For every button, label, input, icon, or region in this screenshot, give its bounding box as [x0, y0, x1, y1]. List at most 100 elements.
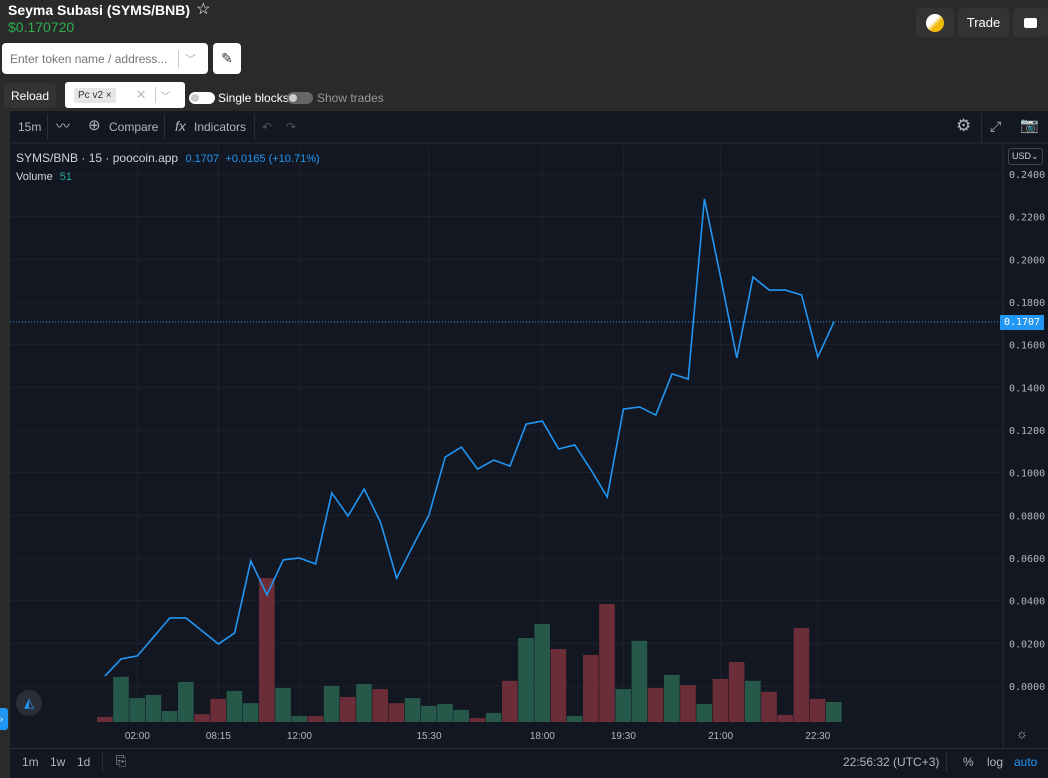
- settings-gear-icon[interactable]: ⚙: [956, 116, 972, 135]
- favorite-star-icon[interactable]: ☆: [196, 1, 211, 18]
- interval-button[interactable]: 15m: [18, 120, 42, 134]
- volume-bar: [566, 716, 583, 722]
- volume-bar: [680, 685, 696, 722]
- x-tick-label: 08:15: [206, 731, 231, 742]
- undo-icon[interactable]: ↶: [262, 120, 273, 134]
- clock: 22:56:32 (UTC+3): [843, 755, 940, 769]
- range-1w[interactable]: 1w: [50, 755, 66, 769]
- volume-bar: [145, 694, 162, 722]
- y-tick-label: 0.1600: [1009, 341, 1045, 352]
- wallet-icon: [1024, 17, 1037, 28]
- wallet-button[interactable]: [1013, 8, 1048, 37]
- y-tick-label: 0.1000: [1009, 469, 1045, 480]
- volume-bar: [323, 685, 340, 722]
- volume-bar: [599, 603, 615, 722]
- show-trades-label: Show trades: [317, 91, 384, 105]
- y-tick-label: 0.0800: [1009, 511, 1045, 522]
- camera-icon[interactable]: 📷: [1020, 117, 1039, 134]
- dex-select[interactable]: Pc v2 × ✕ ﹀: [65, 82, 185, 108]
- edit-icon: ✎: [221, 50, 233, 66]
- indicators-fx-icon[interactable]: fx: [175, 118, 186, 134]
- chevron-down-icon[interactable]: ﹀: [185, 53, 196, 66]
- volume-bar: [356, 683, 372, 722]
- x-tick-label: 18:00: [530, 731, 555, 742]
- clear-icon[interactable]: ✕: [135, 87, 147, 102]
- x-tick-label: 21:00: [708, 731, 733, 742]
- y-tick-label: 0.0400: [1009, 597, 1045, 608]
- volume-bar: [469, 718, 486, 722]
- dex-tag-label: Pc v2: [78, 89, 104, 101]
- percent-toggle[interactable]: %: [963, 755, 974, 769]
- volume-bar: [113, 676, 129, 722]
- y-tick-label: 0.1800: [1009, 298, 1045, 309]
- chart-type-icon[interactable]: 〰: [56, 118, 70, 134]
- axis-settings-icon[interactable]: ☼: [1016, 726, 1028, 741]
- token-title: Seyma Subasi (SYMS/BNB): [8, 2, 191, 18]
- volume-value: 51: [59, 171, 73, 183]
- compare-button[interactable]: Compare: [109, 120, 159, 134]
- show-trades-toggle[interactable]: [287, 92, 313, 104]
- last-price-label: 0.1707: [1000, 315, 1044, 330]
- volume-label: Volume: [16, 171, 53, 183]
- volume-bar: [485, 712, 502, 722]
- volume-bar: [745, 680, 761, 722]
- x-tick-label: 19:30: [611, 731, 636, 742]
- volume-bar: [777, 714, 793, 722]
- volume-bar: [518, 638, 534, 722]
- divider: [10, 748, 1048, 749]
- divider: [981, 114, 982, 142]
- volume-bar: [826, 702, 842, 722]
- chart-legend: SYMS/BNB · 15 · poocoin.app 0.1707 +0.01…: [16, 151, 320, 165]
- x-tick-label: 15:30: [416, 731, 441, 742]
- volume-bar: [453, 709, 469, 722]
- go-to-date-icon[interactable]: ⎘: [116, 753, 127, 768]
- range-1m[interactable]: 1m: [22, 755, 39, 769]
- compare-plus-icon[interactable]: ⊕: [88, 117, 101, 134]
- volume-bar: [631, 640, 648, 722]
- left-strip: [0, 111, 10, 778]
- x-tick-label: 02:00: [125, 731, 150, 742]
- auto-toggle[interactable]: auto: [1014, 755, 1038, 769]
- volume-bar: [275, 687, 291, 722]
- chart-logo-button[interactable]: [916, 8, 954, 37]
- volume-bar: [242, 703, 259, 722]
- legend-interval: 15: [88, 151, 103, 165]
- volume-bar: [388, 703, 405, 722]
- divider: [47, 114, 48, 140]
- volume-bar: [696, 703, 712, 722]
- y-tick-label: 0.1200: [1009, 426, 1045, 437]
- chart-logo-icon: [926, 13, 944, 32]
- legend-change: +0.0165 (+10.71%): [225, 153, 320, 165]
- volume-bar: [712, 678, 729, 722]
- log-toggle[interactable]: log: [987, 755, 1004, 769]
- volume-bar: [664, 674, 680, 722]
- volume-bar: [291, 716, 307, 722]
- volume-bar: [161, 711, 178, 722]
- trade-button[interactable]: Trade: [958, 8, 1009, 37]
- volume-bar: [194, 714, 210, 722]
- fullscreen-icon[interactable]: ⤢: [990, 118, 1002, 134]
- y-tick-label: 0.0600: [1009, 554, 1045, 565]
- token-search[interactable]: ﹀: [2, 43, 208, 74]
- edit-button[interactable]: ✎: [213, 43, 241, 74]
- range-1d[interactable]: 1d: [77, 755, 91, 769]
- x-tick-label: 12:00: [287, 731, 312, 742]
- y-tick-label: 0.2200: [1009, 213, 1045, 224]
- currency-select[interactable]: USD⌄: [1008, 148, 1043, 165]
- divider: [102, 752, 103, 772]
- volume-bar: [793, 627, 810, 722]
- price-line: [104, 198, 835, 677]
- tradingview-logo-icon[interactable]: ◭: [16, 690, 42, 716]
- volume-bar: [372, 689, 388, 722]
- single-blocks-toggle[interactable]: [189, 92, 215, 104]
- dex-tag[interactable]: Pc v2 ×: [74, 87, 116, 103]
- expand-sidebar-handle[interactable]: ›: [0, 708, 8, 730]
- redo-icon[interactable]: ↷: [286, 120, 297, 134]
- y-tick-label: 0.0200: [1009, 639, 1045, 650]
- reload-button[interactable]: Reload: [4, 83, 56, 108]
- chevron-down-icon[interactable]: ﹀: [160, 91, 171, 103]
- volume-bar: [809, 698, 826, 722]
- indicators-button[interactable]: Indicators: [194, 120, 247, 134]
- token-search-input[interactable]: [2, 51, 172, 66]
